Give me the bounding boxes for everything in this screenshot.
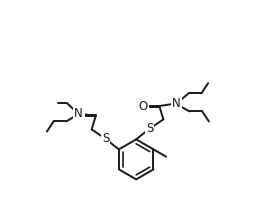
Text: O: O [139,100,148,113]
Text: N: N [172,97,181,110]
Text: S: S [146,122,153,135]
Text: O: O [75,110,84,123]
Text: S: S [102,132,109,145]
Text: N: N [74,107,83,120]
